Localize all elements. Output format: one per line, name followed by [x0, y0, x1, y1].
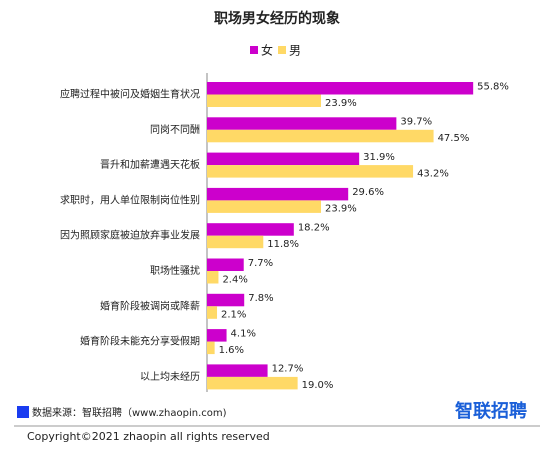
value-label: 47.5%: [438, 133, 470, 144]
y-tick-label: 晋升和加薪遭遇天花板: [100, 158, 200, 171]
legend-swatch: [278, 46, 286, 54]
value-label: 4.1%: [231, 328, 256, 339]
value-label: 31.9%: [363, 152, 395, 163]
bar: [207, 200, 322, 213]
bar: [207, 82, 474, 95]
bar: [207, 165, 414, 178]
value-label: 2.1%: [221, 310, 246, 321]
value-label: 23.9%: [325, 98, 357, 109]
value-label: 7.8%: [248, 293, 273, 304]
y-tick-label: 婚育阶段未能充分享受假期: [80, 335, 200, 348]
bar: [207, 364, 268, 377]
value-label: 2.4%: [222, 274, 247, 285]
bar: [207, 152, 360, 166]
bar: [207, 376, 298, 390]
bar: [207, 258, 244, 271]
bar: [207, 341, 215, 355]
value-label: 43.2%: [417, 168, 449, 179]
bar: [207, 129, 434, 143]
y-tick-label: 同岗不同酬: [150, 124, 200, 136]
bar: [207, 223, 294, 236]
legend-label: 男: [289, 44, 301, 58]
y-tick-label: 婚育阶段被调岗或降薪: [100, 299, 200, 312]
legend-swatch: [250, 46, 258, 54]
y-tick-label: 以上均未经历: [140, 370, 200, 383]
legend-label: 女: [261, 43, 273, 58]
value-label: 12.7%: [272, 364, 304, 375]
source-icon: [17, 406, 29, 418]
y-tick-label: 求职时，用人单位限制岗位性别: [60, 193, 200, 206]
logo: 智联招聘: [455, 400, 527, 422]
bar: [207, 187, 349, 201]
value-label: 1.6%: [219, 345, 244, 356]
value-label: 55.8%: [477, 81, 509, 92]
bar: [207, 271, 219, 284]
value-label: 29.6%: [352, 187, 384, 198]
bar: [207, 293, 245, 307]
value-label: 7.7%: [248, 258, 273, 269]
value-label: 18.2%: [298, 222, 330, 233]
copyright: Copyright©2021 zhaopin all rights reserv…: [27, 430, 270, 443]
value-label: 11.8%: [267, 239, 299, 250]
value-label: 39.7%: [400, 117, 432, 128]
source-text: 数据来源：智联招聘（www.zhaopin.com): [32, 406, 227, 419]
bar: [207, 306, 218, 319]
bar: [207, 117, 397, 130]
y-tick-label: 职场性骚扰: [150, 264, 200, 277]
y-tick-label: 因为照顾家庭被迫放弃事业发展: [60, 229, 200, 242]
chart-title: 职场男女经历的现象: [214, 10, 340, 27]
bar: [207, 329, 227, 342]
bar: [207, 94, 322, 107]
y-tick-label: 应聘过程中被问及婚姻生育状况: [60, 88, 200, 101]
value-label: 23.9%: [325, 204, 357, 215]
bar: [207, 235, 264, 249]
value-label: 19.0%: [302, 380, 334, 391]
